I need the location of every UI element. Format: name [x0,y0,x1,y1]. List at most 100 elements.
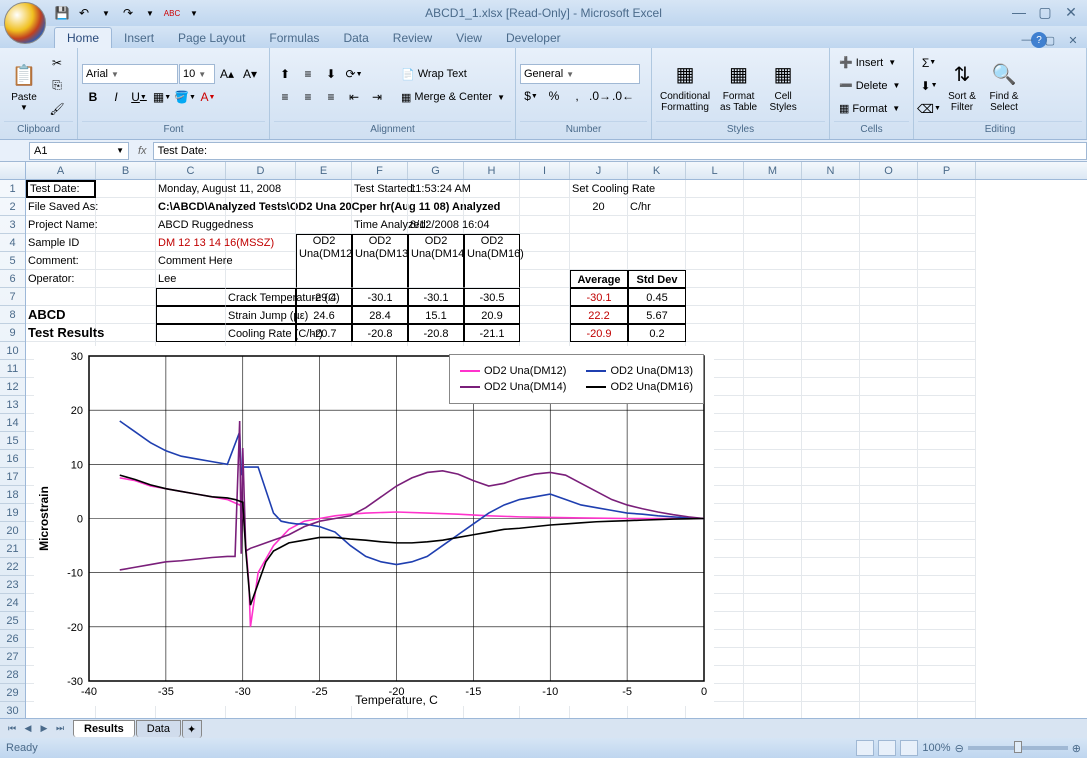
cell[interactable] [860,576,918,594]
tab-formulas[interactable]: Formulas [257,28,331,48]
cell[interactable] [802,594,860,612]
embedded-chart[interactable]: -40-35-30-25-20-15-10-50-30-20-100102030… [34,346,714,706]
cell[interactable]: 20 [570,198,628,216]
row-header[interactable]: 21 [0,540,25,558]
cell[interactable] [628,252,686,270]
cell[interactable] [744,522,802,540]
cell[interactable] [918,360,976,378]
cell[interactable] [520,180,570,198]
cell[interactable] [226,198,296,216]
row-header[interactable]: 18 [0,486,25,504]
align-top-button[interactable]: ⬆ [274,63,296,85]
cell[interactable]: Comment: [26,252,96,270]
cell[interactable] [802,684,860,702]
cell[interactable] [226,252,296,270]
cell[interactable]: Test Date: [26,180,96,198]
undo-dropdown-icon[interactable]: ▼ [98,5,114,21]
row-header[interactable]: 16 [0,450,25,468]
cell[interactable] [860,450,918,468]
cell[interactable]: File Saved As: [26,198,96,216]
row-header[interactable]: 5 [0,252,25,270]
undo-icon[interactable]: ↶ [76,5,92,21]
cell[interactable] [860,180,918,198]
select-all-corner[interactable] [0,162,26,179]
format-cells-button[interactable]: ▦Format▼ [834,98,905,120]
cell[interactable] [860,666,918,684]
cell[interactable]: Average [570,270,628,288]
cell[interactable]: Set Cooling Rate [570,180,628,198]
cell[interactable]: -20.7 [296,324,352,342]
cell[interactable] [860,648,918,666]
italic-button[interactable]: I [105,86,127,108]
conditional-formatting-button[interactable]: ▦Conditional Formatting [656,57,714,115]
cell[interactable] [464,216,520,234]
cell[interactable]: -29.4 [296,288,352,306]
cell[interactable]: OD2 Una(DM16) [464,234,520,288]
cell[interactable] [802,666,860,684]
column-header[interactable]: F [352,162,408,179]
cell[interactable] [744,234,802,252]
cell[interactable] [918,558,976,576]
row-header[interactable]: 19 [0,504,25,522]
cell[interactable]: -20.8 [408,324,464,342]
column-header[interactable]: D [226,162,296,179]
row-header[interactable]: 6 [0,270,25,288]
cell[interactable] [802,648,860,666]
orientation-button[interactable]: ⟳▼ [343,63,365,85]
cell[interactable]: OD2 Una(DM14) [408,234,464,288]
comma-button[interactable]: , [566,85,588,107]
cell[interactable] [744,468,802,486]
cell[interactable] [744,504,802,522]
cell[interactable] [918,612,976,630]
cell[interactable]: 28.4 [352,306,408,324]
tab-page-layout[interactable]: Page Layout [166,28,257,48]
row-header[interactable]: 13 [0,396,25,414]
cell[interactable]: Monday, August 11, 2008 [156,180,226,198]
cell[interactable] [96,306,156,324]
cell[interactable] [96,288,156,306]
cell[interactable] [686,234,744,252]
row-header[interactable]: 4 [0,234,25,252]
cell[interactable] [918,414,976,432]
cell[interactable] [744,612,802,630]
find-select-button[interactable]: 🔍Find & Select [984,57,1024,115]
cell[interactable] [744,342,802,360]
cell[interactable] [918,522,976,540]
column-header[interactable]: G [408,162,464,179]
cell[interactable] [802,558,860,576]
cell[interactable] [686,306,744,324]
cell[interactable] [918,648,976,666]
row-header[interactable]: 1 [0,180,25,198]
cell-styles-button[interactable]: ▦Cell Styles [763,57,803,115]
cell[interactable]: Std Dev [628,270,686,288]
column-header[interactable]: O [860,162,918,179]
cell[interactable] [686,180,744,198]
cell[interactable] [520,324,570,342]
delete-cells-button[interactable]: ➖Delete▼ [834,75,905,97]
cell[interactable] [860,612,918,630]
column-header[interactable]: C [156,162,226,179]
column-header[interactable]: P [918,162,976,179]
cell[interactable] [918,234,976,252]
align-center-button[interactable]: ≡ [297,86,319,108]
cell[interactable]: Lee [156,270,226,288]
cell[interactable] [918,540,976,558]
cell[interactable]: Test Started: [352,180,408,198]
cell[interactable] [744,540,802,558]
qat-customize-icon[interactable]: ▼ [186,5,202,21]
cell[interactable] [744,576,802,594]
cell[interactable] [744,594,802,612]
cell[interactable] [802,342,860,360]
cell[interactable] [296,180,352,198]
maximize-button[interactable]: ▢ [1035,4,1055,20]
cell[interactable] [520,270,570,288]
cell[interactable] [860,306,918,324]
row-header[interactable]: 28 [0,666,25,684]
redo-icon[interactable]: ↷ [120,5,136,21]
cell[interactable] [860,396,918,414]
cell[interactable] [918,252,976,270]
cell[interactable] [744,666,802,684]
column-header[interactable]: L [686,162,744,179]
fill-button[interactable]: ⬇▼ [918,75,940,97]
cell[interactable] [156,288,226,306]
